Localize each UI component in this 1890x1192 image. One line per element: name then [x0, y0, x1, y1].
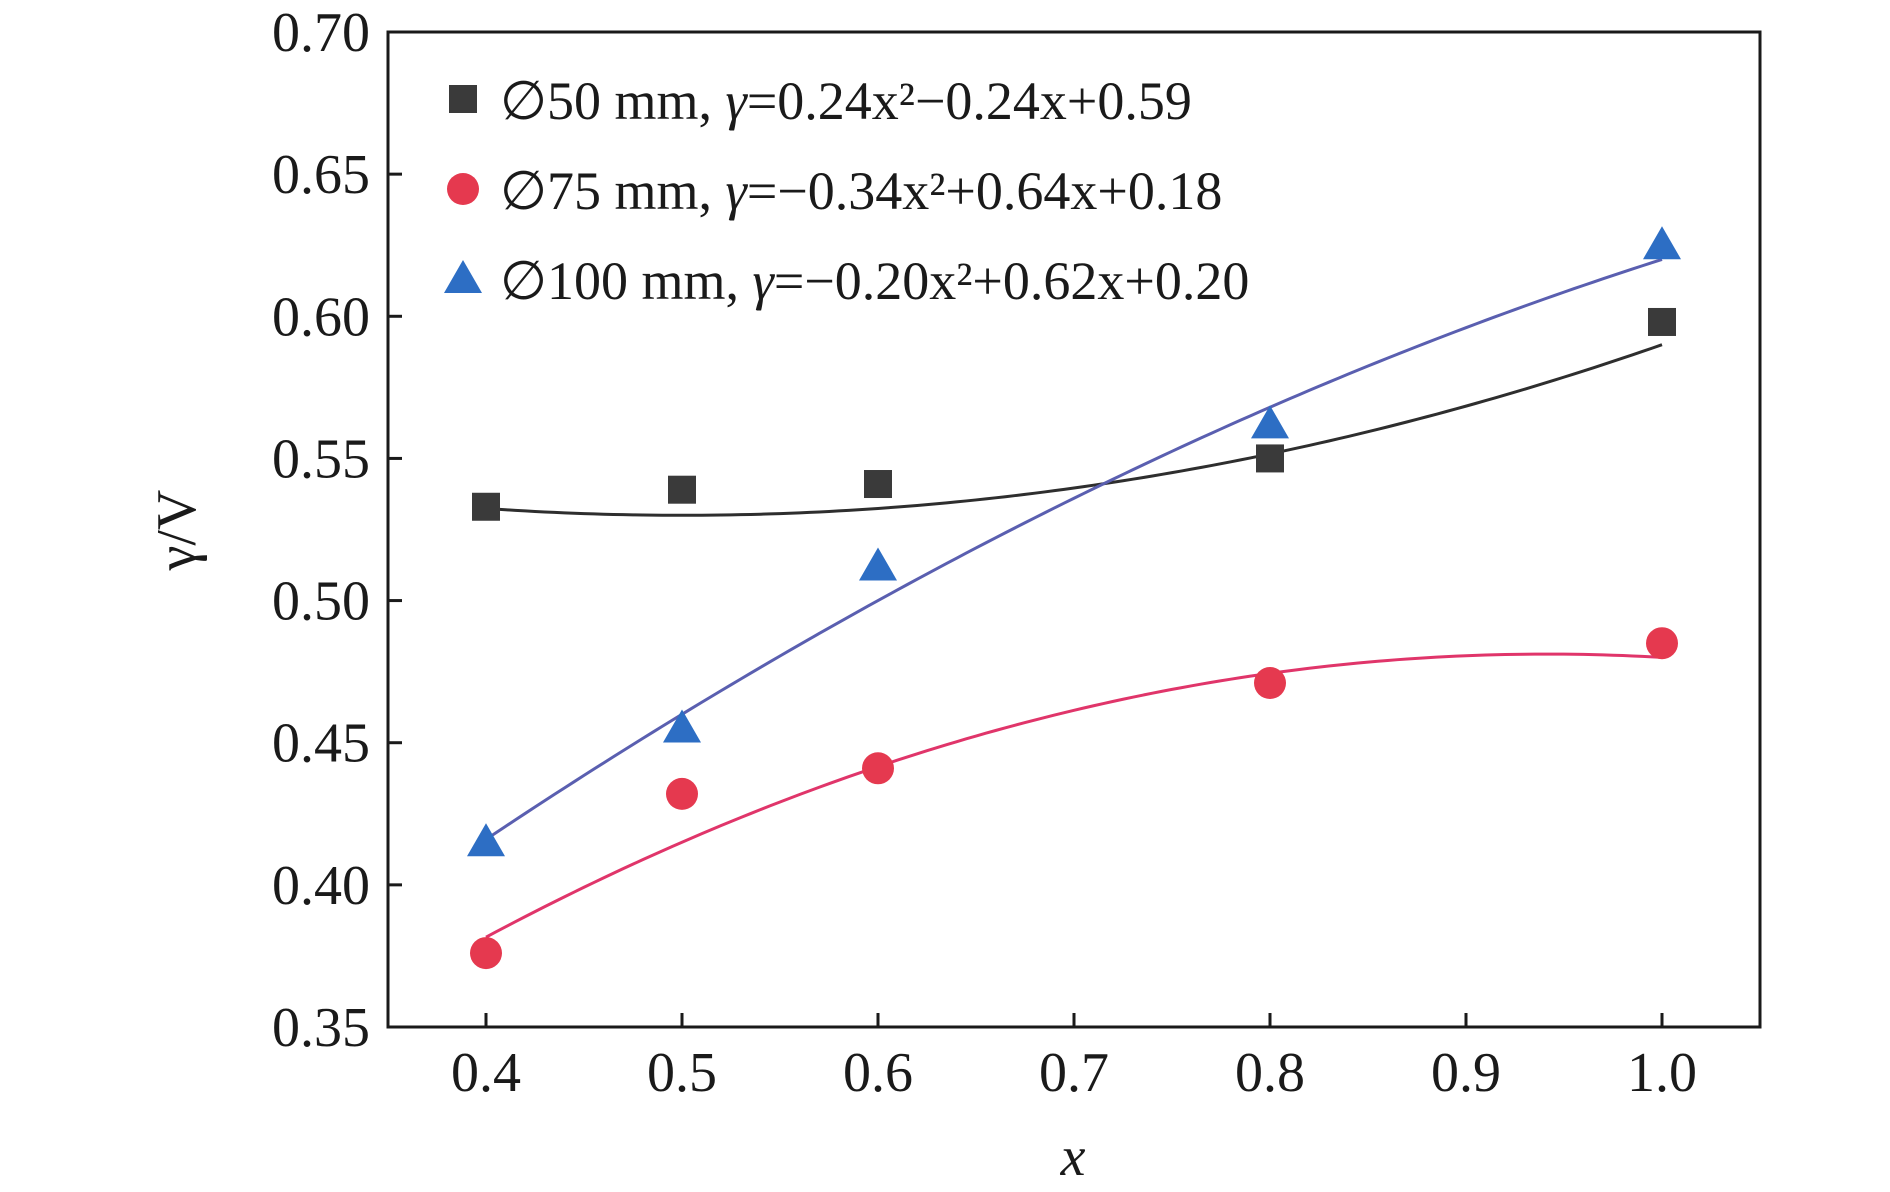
fit-curve-d100	[485, 258, 1663, 841]
y-tick-label: 0.70	[272, 2, 370, 64]
data-point-d100	[467, 823, 505, 857]
data-point-d100	[1251, 405, 1289, 439]
data-point-d50	[668, 475, 696, 504]
data-points	[467, 226, 1681, 970]
data-point-d100	[859, 547, 897, 581]
x-tick-label: 0.7	[1039, 1042, 1109, 1104]
legend-marker-d50	[449, 85, 477, 113]
y-tick-label: 0.55	[272, 428, 370, 490]
y-tick-label: 0.50	[272, 571, 370, 633]
data-point-d75	[862, 752, 894, 785]
legend-label-d100: ∅100 mm, γ=−0.20x²+0.62x+0.20	[500, 251, 1249, 311]
data-point-d50	[1648, 307, 1676, 336]
legend: ∅50 mm, γ=0.24x²−0.24x+0.59 ∅75 mm, γ=−0.…	[444, 71, 1249, 311]
x-tick-label: 0.9	[1431, 1042, 1501, 1104]
data-point-d75	[1646, 627, 1678, 660]
y-tick-label: 0.60	[272, 286, 370, 348]
x-tick-label: 0.5	[647, 1042, 717, 1104]
data-point-d75	[470, 937, 502, 970]
data-point-d50	[472, 492, 500, 521]
x-tick-label: 0.4	[451, 1042, 521, 1104]
x-tick-label: 0.6	[843, 1042, 913, 1104]
data-point-d100	[1643, 226, 1681, 260]
y-tick-label: 0.45	[272, 713, 370, 775]
legend-marker-d75	[447, 173, 479, 205]
x-tick-label: 0.8	[1235, 1042, 1305, 1104]
legend-label-d75: ∅75 mm, γ=−0.34x²+0.64x+0.18	[500, 161, 1222, 221]
legend-marker-d100	[444, 260, 482, 293]
fit-curves	[485, 258, 1663, 939]
fit-curve-d75	[485, 652, 1663, 939]
y-axis-ticks: 0.35 0.40 0.45 0.50 0.55 0.60 0.65 0.70	[272, 2, 402, 1059]
x-tick-label: 1.0	[1627, 1042, 1697, 1104]
legend-label-d50: ∅50 mm, γ=0.24x²−0.24x+0.59	[500, 71, 1192, 131]
data-point-d100	[663, 709, 701, 743]
x-axis-label: x	[1060, 1126, 1086, 1188]
y-tick-label: 0.65	[272, 144, 370, 206]
fit-curve-d50	[485, 343, 1663, 517]
data-point-d75	[1254, 667, 1286, 700]
y-axis-label: γ/V	[146, 490, 208, 572]
data-point-d75	[666, 777, 698, 810]
data-point-d50	[864, 470, 892, 499]
y-tick-label: 0.35	[272, 997, 370, 1059]
x-axis-ticks: 0.4 0.5 0.6 0.7 0.8 0.9 1.0	[451, 1013, 1697, 1104]
data-point-d50	[1256, 444, 1284, 473]
y-tick-label: 0.40	[272, 855, 370, 917]
